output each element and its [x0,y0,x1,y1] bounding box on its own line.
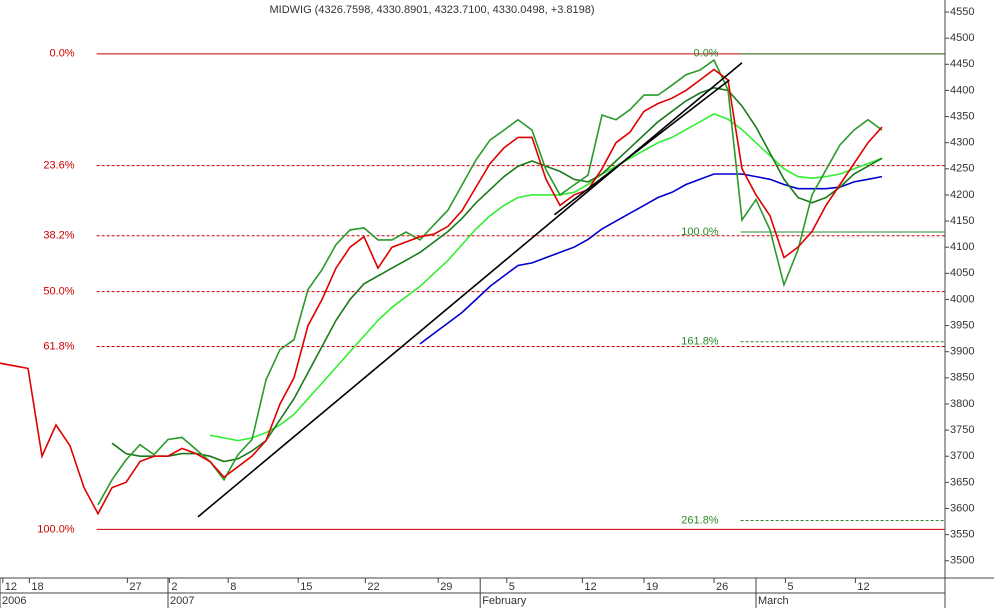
chart-title: MIDWIG (4326.7598, 4330.8901, 4323.7100,… [269,4,594,16]
y-tick-label: 4400 [950,84,974,96]
x-tick-label: 12 [857,581,869,593]
y-tick-label: 3900 [950,346,974,358]
x-tick-label: 19 [646,581,658,593]
x-tick-label: 26 [716,581,728,593]
x-tick-label: 5 [787,581,793,593]
series-line [209,113,883,442]
y-tick-label: 3700 [950,450,974,462]
fib-label: 50.0% [43,286,74,298]
x-tick-label: 2 [171,581,177,593]
fib-label: 0.0% [694,48,719,60]
y-tick-label: 4500 [950,32,974,44]
fib-label: 38.2% [43,230,74,242]
x-tick-label: 12 [584,581,596,593]
y-tick-label: 3550 [950,529,974,541]
fib-label: 100.0% [37,523,75,535]
x-tick-label: 12 [5,581,17,593]
x-tick-label: 15 [300,581,312,593]
x-tick-label: 22 [367,581,379,593]
y-tick-label: 3600 [950,502,974,514]
fib-label: 100.0% [681,226,719,238]
y-tick-label: 4250 [950,163,974,175]
fib-label: 23.6% [43,160,74,172]
trendline [553,79,730,216]
fib-label: 0.0% [50,48,75,60]
x-tick-label: 29 [440,581,452,593]
series-line [111,86,883,463]
x-tick-label: 8 [230,581,236,593]
y-tick-label: 3500 [950,555,974,567]
period-label: March [758,595,789,607]
y-tick-label: 3750 [950,424,974,436]
period-label: 2006 [2,595,26,607]
y-tick-label: 4100 [950,241,974,253]
y-tick-label: 4000 [950,293,974,305]
y-tick-label: 4150 [950,215,974,227]
period-label: 2007 [170,595,194,607]
x-tick-label: 5 [509,581,515,593]
period-label: February [482,595,527,607]
fib-label: 61.8% [43,340,74,352]
trendline [197,62,743,518]
y-tick-label: 4550 [950,6,974,18]
x-tick-label: 18 [31,581,43,593]
y-tick-label: 4300 [950,137,974,149]
series-line [0,68,883,516]
y-tick-label: 3850 [950,372,974,384]
y-tick-label: 4350 [950,110,974,122]
y-tick-label: 3800 [950,398,974,410]
y-tick-label: 3950 [950,319,974,331]
fib-label: 261.8% [681,514,719,526]
y-tick-label: 4450 [950,58,974,70]
y-tick-label: 4050 [950,267,974,279]
x-tick-label: 27 [129,581,141,593]
y-tick-label: 4200 [950,189,974,201]
y-tick-label: 3650 [950,476,974,488]
fib-label: 161.8% [681,336,719,348]
series-line [419,173,883,345]
series-line [97,58,883,506]
